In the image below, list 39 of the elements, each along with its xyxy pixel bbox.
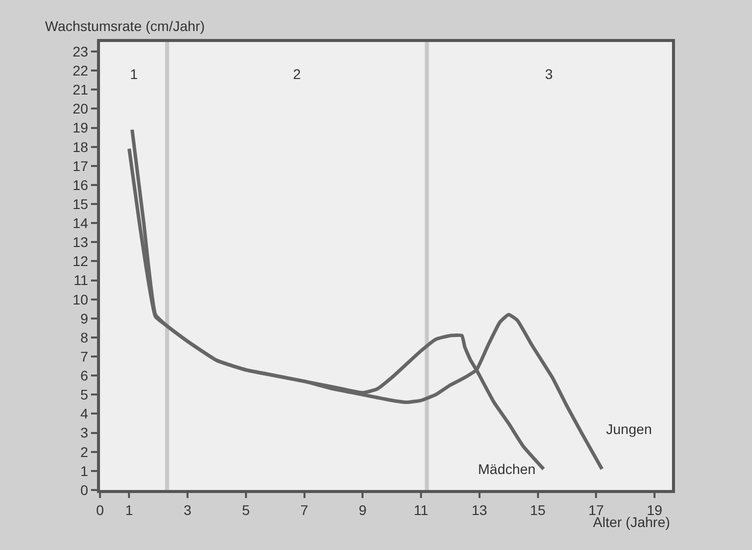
y-tick-label: 14 [72, 215, 88, 232]
x-tick-label: 9 [358, 502, 367, 518]
y-tick-label: 6 [80, 368, 88, 384]
x-tick-label: 1 [125, 502, 134, 518]
y-tick-label: 17 [72, 158, 88, 174]
y-tick-label: 12 [72, 253, 88, 270]
y-tick-label: 13 [72, 234, 88, 250]
y-tick-label: 8 [80, 329, 88, 346]
x-tick-label: 7 [300, 502, 308, 518]
y-tick-label: 3 [80, 424, 88, 441]
x-tick-label: 15 [530, 502, 546, 518]
y-tick-label: 20 [72, 100, 88, 117]
y-axis-title: Wachstumsrate (cm/Jahr) [45, 18, 205, 34]
x-tick-label: 13 [472, 502, 488, 518]
series-label: Jungen [606, 421, 652, 437]
y-tick-label: 21 [72, 82, 88, 98]
x-tick-label: 3 [184, 502, 192, 518]
y-tick-label: 5 [80, 386, 88, 403]
y-tick-label: 2 [80, 444, 88, 460]
annotation: 2 [293, 66, 301, 82]
y-tick-label: 16 [72, 176, 88, 193]
y-tick-label: 11 [74, 272, 88, 288]
y-tick-label: 7 [80, 348, 88, 364]
y-tick-label: 23 [72, 43, 88, 60]
y-tick-label: 22 [72, 62, 88, 78]
x-tick-label: 11 [414, 502, 428, 518]
y-tick-label: 1 [80, 462, 88, 479]
y-tick-label: 9 [80, 310, 88, 326]
y-tick-label: 19 [72, 120, 88, 136]
y-tick-label: 15 [72, 196, 88, 212]
y-tick-label: 4 [80, 406, 88, 422]
y-tick-label: 0 [80, 482, 88, 498]
x-tick-label: 0 [96, 502, 104, 518]
x-tick-label: 5 [242, 502, 250, 518]
y-tick-label: 10 [72, 291, 88, 308]
y-tick-label: 18 [72, 138, 88, 155]
annotation: 3 [545, 66, 553, 82]
series-label: Mädchen [478, 461, 536, 477]
annotation: 1 [130, 66, 138, 82]
